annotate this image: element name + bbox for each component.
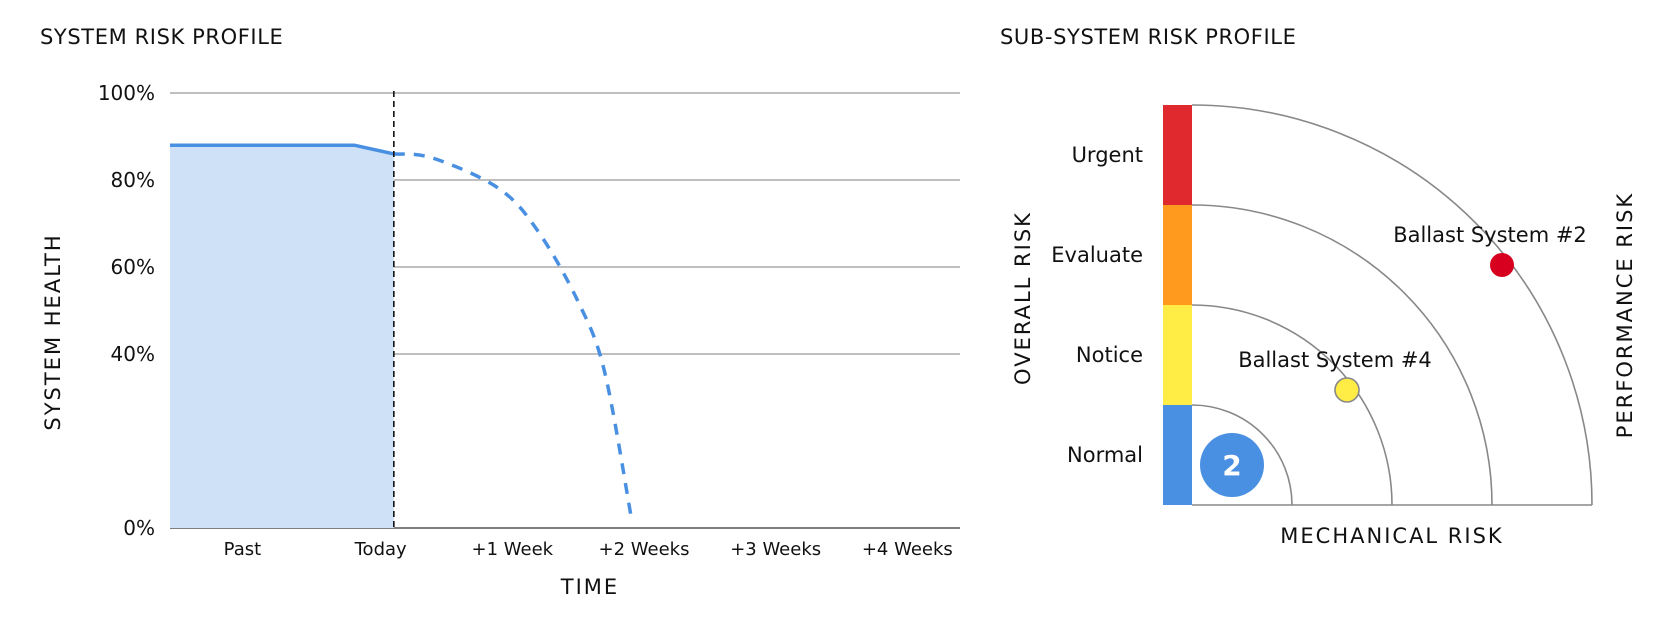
past-health-line bbox=[170, 143, 395, 156]
risk-arc-2 bbox=[1191, 304, 1393, 506]
level-label: Notice bbox=[1076, 343, 1143, 367]
level-bar-notice bbox=[1163, 305, 1192, 405]
x-tick-label: +2 Weeks bbox=[599, 539, 690, 560]
forecast-health-line bbox=[393, 152, 633, 516]
risk-arc-1 bbox=[1191, 404, 1293, 506]
subsystem-point-label: Ballast System #4 bbox=[1238, 348, 1432, 372]
past-area bbox=[170, 145, 394, 528]
subsystem-point-label: Ballast System #2 bbox=[1393, 223, 1587, 247]
x-tick-label: +1 Week bbox=[472, 539, 554, 560]
level-bar-evaluate bbox=[1163, 205, 1192, 305]
level-bar-urgent bbox=[1163, 105, 1192, 205]
x-axis-label: TIME bbox=[560, 575, 619, 599]
subsystem-point bbox=[1490, 253, 1514, 277]
level-label: Urgent bbox=[1072, 143, 1143, 167]
risk-arc-3 bbox=[1191, 204, 1493, 506]
level-label: Normal bbox=[1067, 443, 1143, 467]
x-axis-label: MECHANICAL RISK bbox=[1280, 524, 1503, 548]
risk-arc-4 bbox=[1191, 104, 1593, 506]
x-tick-label: +4 Weeks bbox=[862, 539, 953, 560]
cluster-badge bbox=[1200, 433, 1264, 497]
y-tick-label: 0% bbox=[123, 516, 155, 540]
y2-axis-label: PERFORMANCE RISK bbox=[1613, 192, 1637, 438]
y-tick-label: 60% bbox=[111, 255, 155, 279]
x-tick-label: Today bbox=[354, 539, 407, 560]
y-tick-label: 100% bbox=[98, 81, 155, 105]
y-tick-label: 80% bbox=[111, 168, 155, 192]
level-bar-normal bbox=[1163, 405, 1192, 505]
cluster-count: 2 bbox=[1222, 449, 1241, 482]
subsystem-risk-title: SUB-SYSTEM RISK PROFILE bbox=[1000, 25, 1297, 49]
level-label: Evaluate bbox=[1051, 243, 1143, 267]
x-tick-label: +3 Weeks bbox=[730, 539, 821, 560]
subsystem-point bbox=[1334, 377, 1360, 403]
system-risk-chart: 0% 40% 60% 80% 100% Past Today +1 Week +2 Weeks +… bbox=[41, 81, 960, 599]
y-axis-label: OVERALL RISK bbox=[1011, 211, 1035, 385]
x-tick-label: Past bbox=[224, 539, 262, 560]
y-axis-label: SYSTEM HEALTH bbox=[41, 233, 65, 430]
system-risk-title: SYSTEM RISK PROFILE bbox=[40, 25, 284, 49]
y-tick-label: 40% bbox=[111, 342, 155, 366]
